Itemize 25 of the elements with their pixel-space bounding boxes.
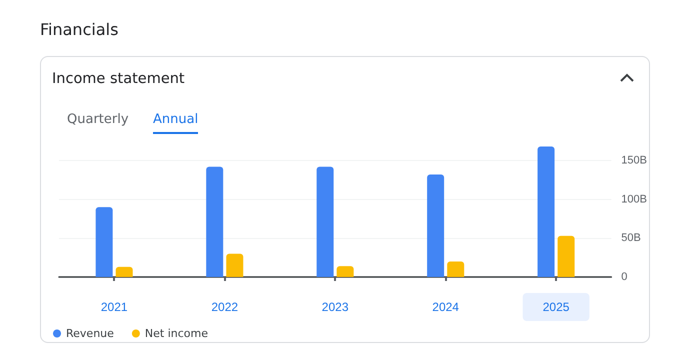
- x-tick-label: 2024: [432, 300, 460, 314]
- x-tick-label: 2021: [100, 300, 128, 314]
- y-tick-label: 50B: [621, 232, 641, 244]
- bar: [538, 146, 555, 277]
- y-tick-label: 0: [621, 271, 628, 283]
- text: Annual: [153, 112, 198, 134]
- legend-label: Net income: [144, 327, 208, 340]
- text: Quarterly: [67, 112, 129, 127]
- legend-label: Revenue: [66, 327, 114, 340]
- bar: [316, 166, 334, 277]
- y-tick-label: 100B: [621, 193, 648, 206]
- bar: [558, 236, 575, 277]
- x-tick-label: 2023: [322, 300, 349, 314]
- bar: [447, 261, 464, 277]
- bar: [116, 266, 133, 277]
- bar: [226, 254, 244, 277]
- y-tick-label: 150B: [621, 154, 648, 167]
- x-tick-label: 2025: [542, 300, 570, 314]
- bar: [96, 207, 113, 277]
- bar: [206, 166, 224, 277]
- bar: [336, 266, 354, 277]
- x-tick-label: 2022: [211, 300, 238, 314]
- bar: [427, 174, 444, 277]
- chart-subtitle: Income statement: [52, 71, 185, 87]
- chart-title: Financials: [40, 20, 118, 39]
